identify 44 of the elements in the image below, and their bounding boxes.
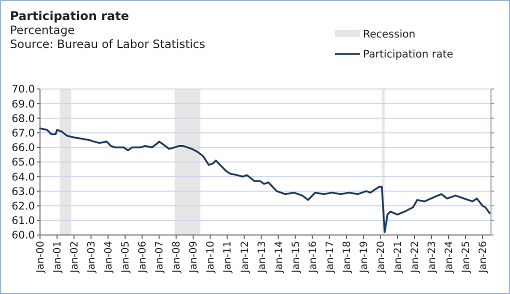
legend-label: Participation rate — [363, 48, 454, 61]
x-tick-label: Jan-06 — [138, 241, 149, 274]
y-tick-label: 68.0 — [12, 112, 35, 125]
y-tick-label: 64.0 — [12, 171, 35, 184]
x-tick-label: Jan-23 — [426, 241, 438, 274]
x-tick-label: Jan-02 — [70, 241, 81, 274]
x-tick-label: Jan-26 — [478, 241, 490, 274]
x-tick-label: Jan-16 — [308, 241, 319, 274]
source-note: Source: Bureau of Labor Statistics — [10, 37, 206, 51]
x-tick-label: Jan-13 — [256, 241, 268, 274]
x-tick-label: Jan-20 — [376, 241, 387, 274]
x-tick-label: Jan-11 — [222, 241, 234, 274]
x-tick-label: Jan-07 — [154, 241, 166, 274]
x-tick-label: Jan-25 — [461, 241, 472, 274]
x-tick-label: Jan-08 — [172, 241, 183, 274]
x-tick-label: Jan-19 — [358, 241, 370, 274]
y-tick-label: 65.0 — [12, 156, 35, 169]
y-tick-label: 70.0 — [12, 84, 35, 96]
x-tick-label: Jan-21 — [392, 241, 404, 274]
y-tick-label: 69.0 — [12, 98, 35, 110]
x-tick-label: Jan-00 — [36, 241, 46, 274]
x-tick-label: Jan-01 — [52, 241, 64, 274]
x-tick-label: Jan-14 — [274, 241, 285, 274]
x-tick-label: Jan-18 — [342, 241, 353, 274]
legend-label: Recession — [363, 28, 416, 41]
line-series — [39, 128, 490, 233]
x-tick-label: Jan-12 — [240, 241, 251, 274]
chart-subtitle: Percentage — [10, 23, 75, 37]
y-tick-label: 61.0 — [12, 215, 35, 228]
y-tick-label: 66.0 — [12, 142, 35, 154]
x-tick-label: Jan-22 — [410, 241, 421, 274]
x-tick-label: Jan-10 — [206, 241, 217, 274]
chart-title: Participation rate — [10, 9, 129, 23]
x-tick-label: Jan-17 — [324, 241, 336, 274]
y-tick-label: 63.0 — [12, 186, 35, 198]
y-tick-label: 60.0 — [12, 230, 35, 242]
x-tick-label: Jan-03 — [86, 241, 98, 274]
x-tick-label: Jan-24 — [444, 241, 455, 274]
x-tick-label: Jan-15 — [290, 241, 302, 274]
y-tick-label: 67.0 — [12, 127, 35, 140]
x-tick-label: Jan-05 — [120, 241, 132, 274]
x-tick-label: Jan-09 — [188, 241, 200, 274]
y-tick-label: 62.0 — [12, 200, 35, 212]
x-tick-label: Jan-04 — [104, 241, 115, 274]
